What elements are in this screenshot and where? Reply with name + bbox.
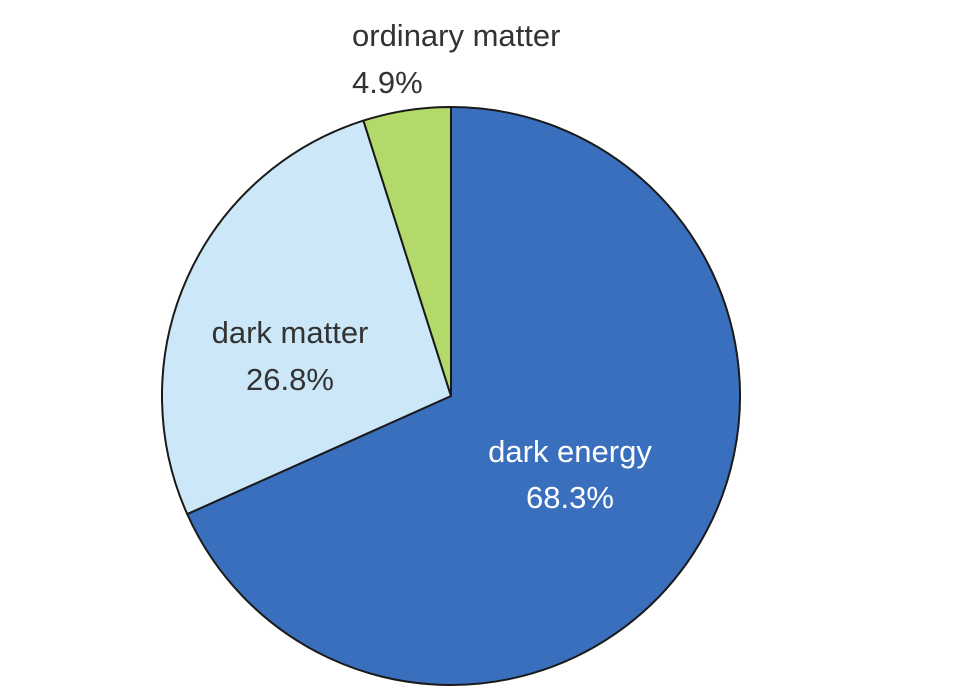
slice-label-dark-matter: dark matter — [212, 315, 369, 350]
slice-value-dark-matter: 26.8% — [246, 362, 334, 397]
pie-slice-dark-energy — [186, 106, 741, 686]
slice-value-ordinary-matter: 4.9% — [352, 65, 423, 100]
slice-label-ordinary-matter: ordinary matter — [352, 18, 560, 53]
slice-label-dark-energy: dark energy — [488, 434, 652, 469]
pie-slices — [161, 106, 741, 686]
pie-slice-dark-matter — [161, 119, 452, 516]
pie-labels: dark energy 68.3% dark matter 26.8% ordinary… — [212, 18, 653, 515]
slice-value-dark-energy: 68.3% — [526, 480, 614, 515]
pie-slice-ordinary-matter — [362, 106, 452, 397]
